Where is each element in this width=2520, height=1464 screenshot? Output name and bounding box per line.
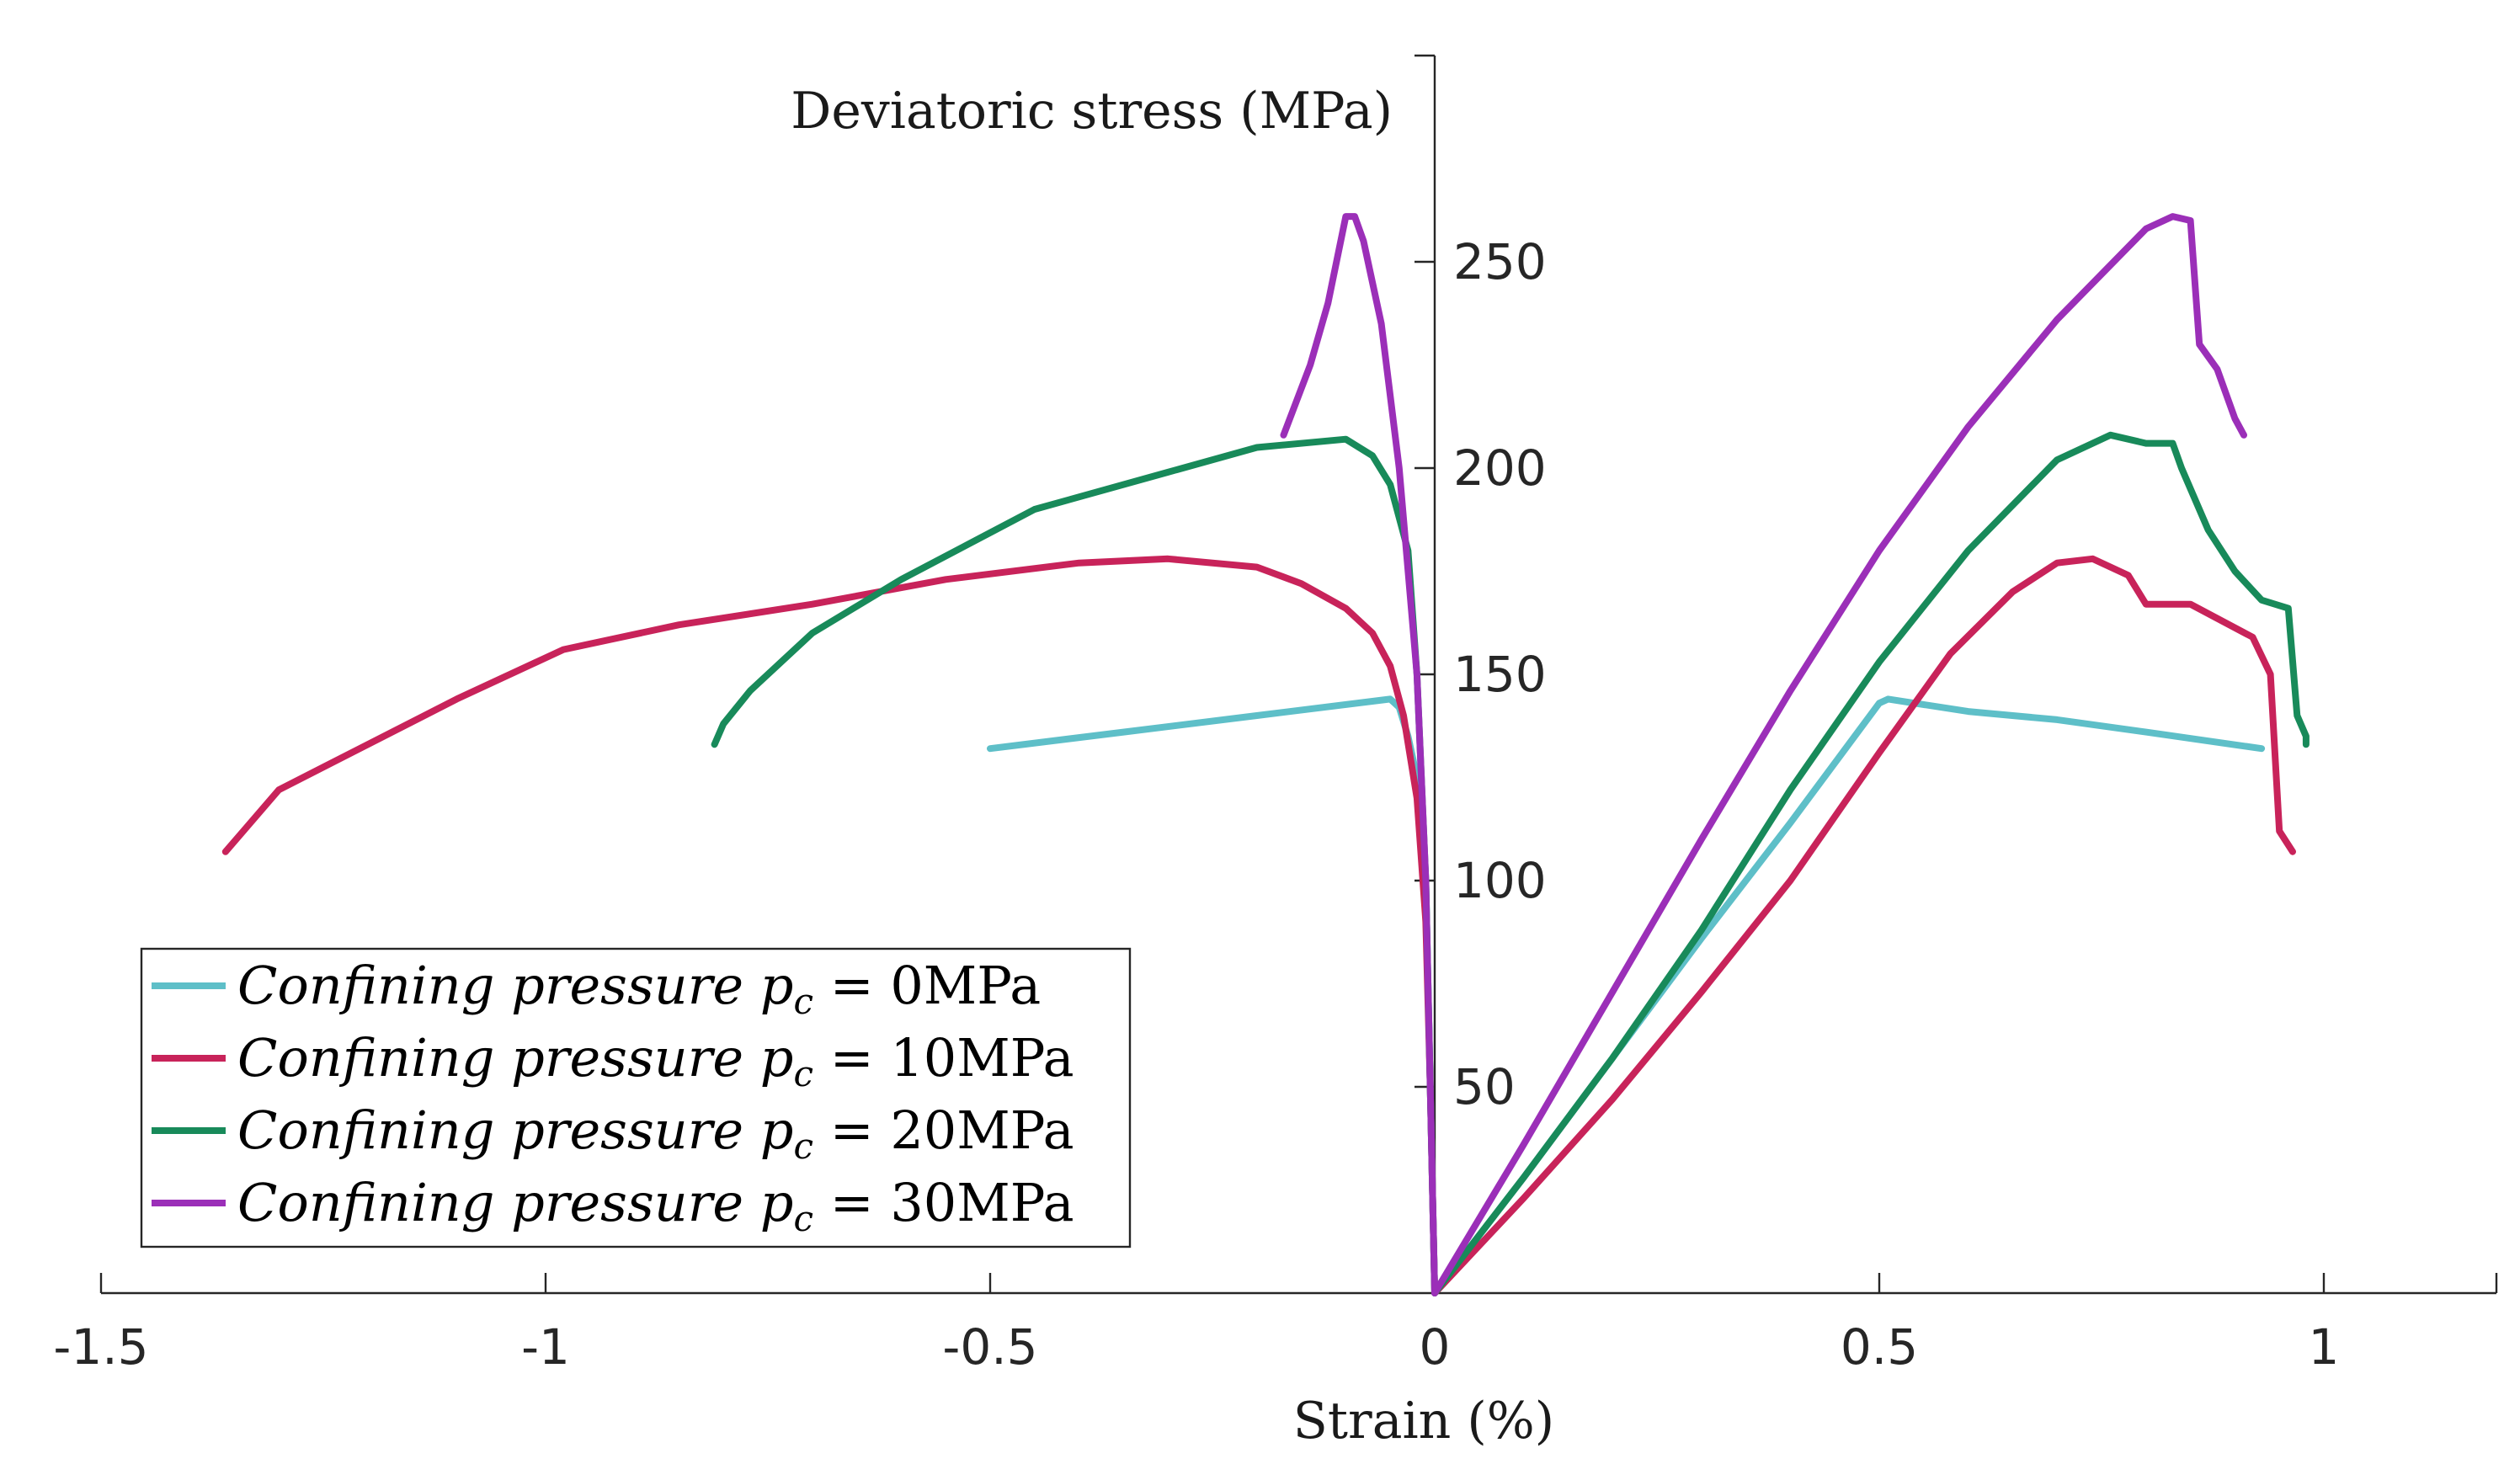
- y-tick-label: 50: [1453, 1058, 1516, 1115]
- legend-entry-label: Confining pressure pc = 20MPa: [237, 1099, 1074, 1167]
- x-tick-label: -0.5: [942, 1318, 1037, 1376]
- series-line-3-axial: [1431, 213, 2247, 1296]
- y-tick-label: 250: [1453, 233, 1547, 290]
- x-axis-title: Strain (%): [1293, 1392, 1554, 1451]
- x-ticks: -1.5 -1 -0.5 0 0.5 1: [53, 1273, 2498, 1376]
- x-tick-label: 0.5: [1841, 1318, 1918, 1376]
- y-tick-label: 200: [1453, 439, 1547, 497]
- y-tick-label: 150: [1453, 646, 1547, 703]
- legend-entry-label: Confining pressure pc = 0MPa: [237, 955, 1041, 1022]
- y-tick-label: 100: [1453, 852, 1547, 909]
- y-axis-title: Deviatoric stress (MPa): [791, 82, 1393, 141]
- series-line-3-lateral: [1280, 213, 1438, 1296]
- legend-box: [140, 947, 1132, 1248]
- series-line-2-axial: [1431, 431, 2310, 1296]
- series-line-1-axial: [1431, 555, 2296, 1296]
- x-tick-label: -1: [521, 1318, 570, 1376]
- x-tick-label: 0: [1420, 1318, 1451, 1376]
- legend-entry-label: Confining pressure pc = 30MPa: [237, 1172, 1074, 1239]
- series-line-1-lateral: [221, 555, 1438, 1296]
- axes: -1.5 -1 -0.5 0 0.5 1 50 100 150 200 250: [53, 54, 2498, 1376]
- x-tick-label: 1: [2309, 1318, 2340, 1376]
- series-layer: [221, 213, 2310, 1296]
- series-line-0-axial: [1431, 695, 2266, 1296]
- x-tick-label: -1.5: [53, 1318, 148, 1376]
- legend-entry-label: Confining pressure pc = 10MPa: [237, 1027, 1074, 1094]
- y-ticks: 50 100 150 200 250: [1415, 54, 1547, 1115]
